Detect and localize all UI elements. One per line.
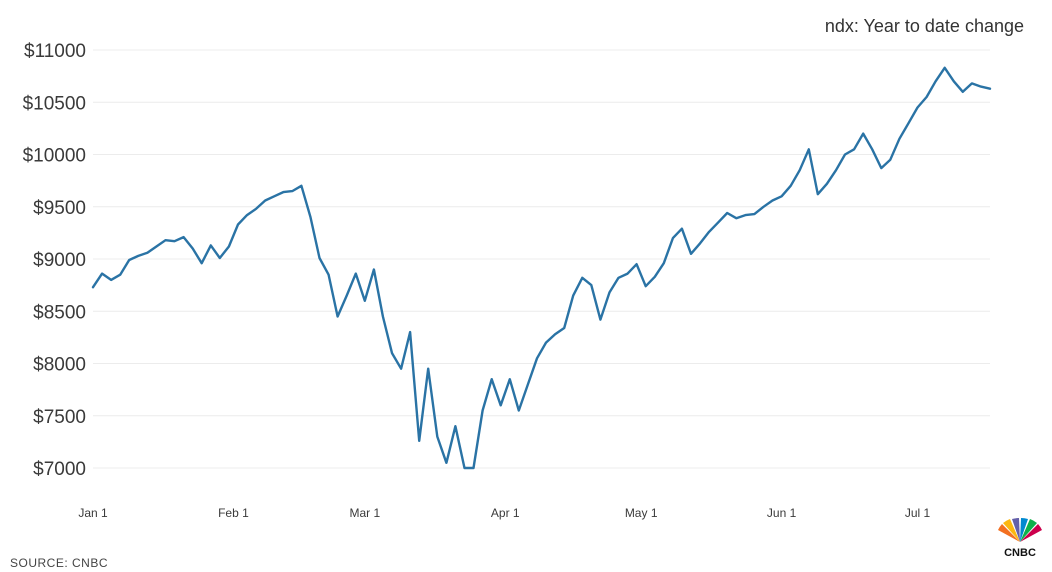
y-tick-label: $7000: [33, 459, 86, 480]
x-tick-label: Apr 1: [491, 506, 520, 520]
cnbc-logo-text: CNBC: [1004, 547, 1036, 559]
chart-title: ndx: Year to date change: [825, 16, 1024, 36]
x-tick-label: Feb 1: [218, 506, 249, 520]
y-tick-label: $7500: [33, 407, 86, 428]
x-tick-label: Mar 1: [349, 506, 380, 520]
peacock-icon: [998, 517, 1042, 542]
y-tick-label: $9000: [33, 250, 86, 271]
x-tick-label: Jan 1: [78, 506, 108, 520]
y-tick-label: $10000: [23, 146, 86, 167]
ndx-series-line: [91, 66, 992, 470]
y-tick-label: $8500: [33, 302, 86, 323]
y-tick-label: $11000: [24, 41, 86, 62]
cnbc-logo: CNBC: [998, 517, 1042, 559]
x-axis-tick-labels: Jan 1 Feb 1 Mar 1 Apr 1 May 1 Jun 1 Jul 1: [78, 506, 930, 520]
y-tick-label: $8000: [33, 355, 86, 376]
y-axis-tick-labels: $11000 $10500 $10000 $9500 $9000 $8500 $8000 $7…: [23, 41, 86, 480]
y-tick-label: $9500: [33, 198, 86, 219]
x-tick-label: Jul 1: [905, 506, 931, 520]
y-tick-label: $10500: [23, 93, 86, 114]
source-note: SOURCE: CNBC: [10, 556, 108, 570]
x-tick-label: May 1: [625, 506, 658, 520]
grid: [93, 49, 990, 469]
x-tick-label: Jun 1: [767, 506, 797, 520]
